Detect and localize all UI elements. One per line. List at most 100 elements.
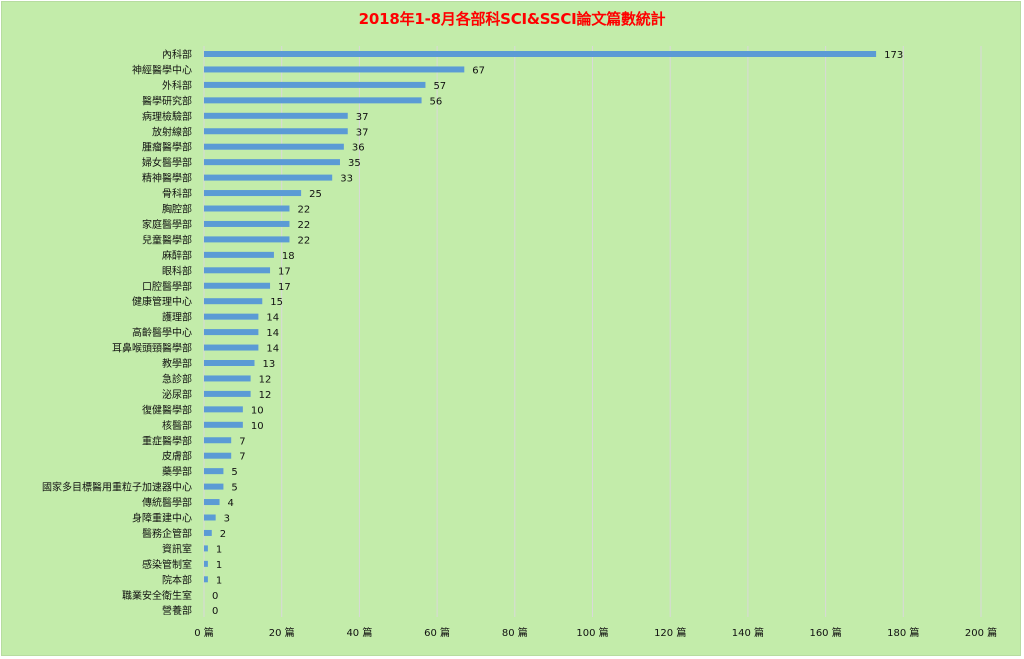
data-label: 33 (340, 174, 353, 185)
data-label: 37 (356, 127, 369, 138)
category-label: 資訊室 (162, 542, 192, 555)
data-label: 7 (239, 452, 245, 463)
category-label: 耳鼻喉頭頸醫學部 (112, 342, 192, 355)
data-label: 173 (884, 50, 903, 61)
data-label: 17 (278, 266, 291, 277)
data-label: 14 (266, 328, 279, 339)
data-label: 25 (309, 189, 322, 200)
data-label: 10 (251, 405, 264, 416)
data-label: 1 (216, 560, 222, 571)
x-tick-label: 60 篇 (424, 626, 450, 639)
x-tick-label: 40 篇 (346, 626, 372, 639)
category-label: 核醫部 (162, 419, 192, 432)
x-tick-label: 160 篇 (809, 626, 841, 639)
category-label: 麻醉部 (162, 249, 192, 262)
data-label: 57 (433, 81, 446, 92)
data-label: 22 (297, 205, 310, 216)
category-label: 眼科部 (162, 264, 192, 277)
chart-title: 2018年1-8月各部科SCI&SSCI論文篇數統計 (358, 10, 666, 28)
category-label: 醫學研究部 (142, 94, 192, 107)
data-label: 13 (263, 359, 276, 370)
category-label: 高齡醫學中心 (132, 326, 192, 339)
bar (204, 205, 290, 212)
bar (204, 514, 216, 521)
data-label: 14 (266, 313, 279, 324)
x-tick-label: 120 篇 (654, 626, 686, 639)
data-label: 4 (228, 498, 234, 509)
data-label: 12 (259, 390, 272, 401)
category-label: 病理檢驗部 (142, 110, 192, 123)
category-label: 急診部 (162, 372, 192, 385)
data-label: 0 (212, 606, 218, 617)
bar (204, 220, 290, 227)
bar (204, 251, 274, 258)
data-label: 22 (297, 235, 310, 246)
data-label: 18 (282, 251, 295, 262)
bar (204, 236, 290, 243)
x-tick-label: 180 篇 (887, 626, 919, 639)
bar (204, 159, 340, 166)
bar (204, 143, 344, 150)
bar (204, 360, 255, 366)
x-tick-label: 0 篇 (194, 626, 214, 639)
bar (204, 560, 208, 567)
category-label: 皮膚部 (162, 450, 192, 463)
category-label: 醫務企管部 (142, 527, 192, 540)
bar (204, 468, 224, 475)
category-label: 職業安全衛生室 (122, 589, 192, 602)
bar (204, 545, 208, 552)
category-label: 國家多目標醫用重粒子加速器中心 (42, 481, 192, 494)
category-label: 重症醫學部 (142, 434, 192, 447)
data-label: 22 (297, 220, 310, 231)
bar (204, 174, 333, 181)
bar (204, 66, 465, 73)
bar (204, 97, 422, 104)
data-label: 2 (220, 529, 226, 540)
bar (204, 313, 259, 320)
category-label: 放射線部 (152, 125, 192, 138)
bar (204, 51, 877, 57)
category-label: 兒童醫學部 (142, 233, 192, 246)
category-label: 健康管理中心 (132, 295, 192, 308)
category-label: 家庭醫學部 (142, 218, 192, 231)
x-tick-label: 140 篇 (732, 626, 764, 639)
data-label: 67 (472, 65, 485, 76)
category-label: 護理部 (162, 311, 192, 324)
bar (204, 267, 271, 274)
bar (204, 421, 243, 428)
bar (204, 452, 232, 459)
data-label: 7 (239, 436, 245, 447)
category-label: 外科部 (162, 79, 192, 92)
bar (204, 437, 232, 444)
category-label: 口腔醫學部 (142, 280, 192, 293)
bar (204, 375, 251, 382)
data-label: 10 (251, 421, 264, 432)
x-tick-label: 200 篇 (965, 626, 997, 639)
bar (204, 344, 259, 351)
category-label: 腫瘤醫學部 (142, 141, 192, 154)
bar (204, 406, 243, 413)
category-label: 藥學部 (162, 465, 192, 478)
data-label: 3 (224, 514, 230, 525)
data-label: 1 (216, 544, 222, 555)
category-label: 胸腔部 (162, 203, 192, 216)
data-label: 17 (278, 282, 291, 293)
x-tick-label: 20 篇 (269, 626, 295, 639)
bar (204, 483, 224, 490)
bar (204, 112, 348, 119)
bar (204, 390, 251, 397)
bar (204, 329, 259, 336)
bar (204, 576, 208, 583)
bar (204, 298, 263, 305)
category-label: 傳統醫學部 (142, 496, 192, 509)
bar (204, 282, 271, 289)
category-label: 身障重建中心 (132, 512, 192, 525)
category-label: 感染管制室 (142, 558, 192, 571)
data-label: 5 (231, 467, 237, 478)
bar (204, 529, 212, 536)
x-tick-label: 80 篇 (502, 626, 528, 639)
category-label: 復健醫學部 (142, 403, 192, 416)
data-label: 12 (259, 374, 272, 385)
